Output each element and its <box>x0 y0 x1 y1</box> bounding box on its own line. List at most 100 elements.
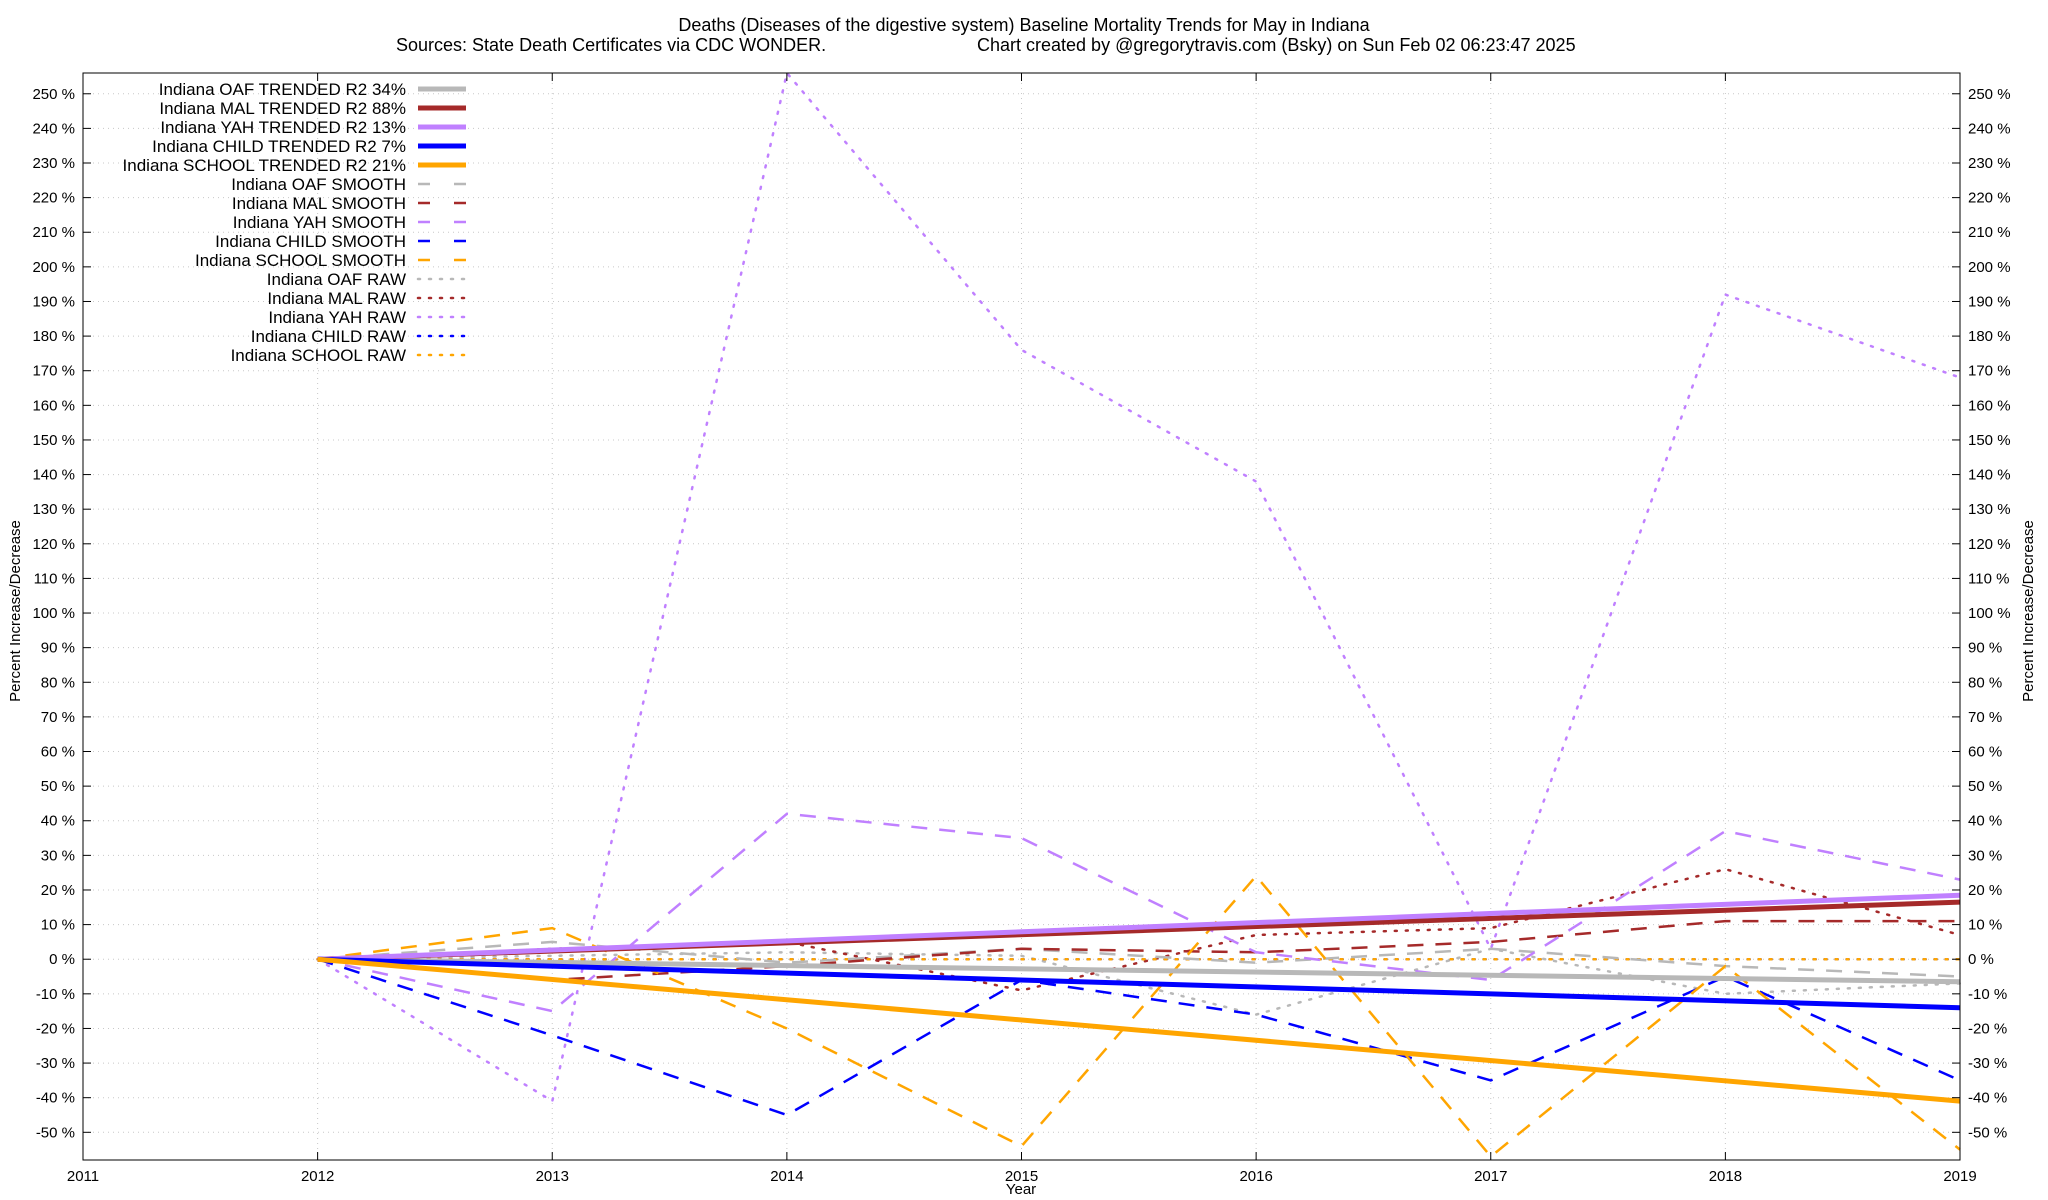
x-tick-label: 2019 <box>1943 1168 1976 1185</box>
x-tick-label: 2015 <box>1005 1168 1038 1185</box>
y-tick-label-left: 50 % <box>41 778 75 795</box>
y-tick-label-left: 140 % <box>32 467 75 484</box>
y-tick-label-left: -40 % <box>36 1090 75 1107</box>
legend-label-2: Indiana YAH TRENDED R2 13% <box>160 118 406 137</box>
y-tick-label-left: 220 % <box>32 190 75 207</box>
axis-ticks: 2011 2012 2013 2014 2015 2016 2017 2018 2019 250 … <box>32 73 2011 1185</box>
y-tick-label-right: 70 % <box>1968 709 2002 726</box>
legend-label-3: Indiana CHILD TRENDED R2 7% <box>152 137 406 156</box>
y-tick-label-right: 30 % <box>1968 847 2002 864</box>
series-line-5 <box>317 940 1961 978</box>
y-axis-label-right: Percent Increase/Decrease <box>2020 520 2037 702</box>
legend-label-12: Indiana YAH RAW <box>268 308 406 327</box>
y-tick-label-right: 220 % <box>1968 190 2011 207</box>
y-tick-label-right: -20 % <box>1968 1020 2007 1037</box>
y-tick-label-left: 10 % <box>41 917 75 934</box>
chart-subtitle-sources: Sources: State Death Certificates via CD… <box>396 35 826 55</box>
y-tick-label-left: 150 % <box>32 432 75 449</box>
y-tick-label-right: 240 % <box>1968 120 2011 137</box>
y-tick-label-right: 170 % <box>1968 363 2011 380</box>
x-tick-label: 2018 <box>1709 1168 1742 1185</box>
y-tick-label-left: 170 % <box>32 363 75 380</box>
x-tick-label: 2017 <box>1474 1168 1507 1185</box>
legend-label-11: Indiana MAL RAW <box>267 289 406 308</box>
y-tick-label-left: 250 % <box>32 86 75 103</box>
y-tick-label-left: 20 % <box>41 882 75 899</box>
y-tick-label-left: 80 % <box>41 674 75 691</box>
series-layer <box>316 70 1962 1159</box>
y-tick-label-right: 140 % <box>1968 467 2011 484</box>
y-tick-label-left: -20 % <box>36 1020 75 1037</box>
chart-subtitle-credit: Chart created by @gregorytravis.com (Bsk… <box>977 35 1576 55</box>
y-tick-label-left: -50 % <box>36 1124 75 1141</box>
y-tick-label-left: 90 % <box>41 640 75 657</box>
y-tick-label-right: 110 % <box>1968 570 2009 587</box>
y-tick-label-left: 230 % <box>32 155 75 172</box>
y-tick-label-right: 230 % <box>1968 155 2011 172</box>
series-line-9 <box>317 874 1961 1159</box>
y-tick-label-left: 70 % <box>41 709 75 726</box>
y-tick-label-right: -10 % <box>1968 986 2007 1003</box>
y-tick-label-left: 210 % <box>32 224 75 241</box>
y-tick-label-left: 160 % <box>32 397 75 414</box>
legend-label-4: Indiana SCHOOL TRENDED R2 21% <box>123 156 406 175</box>
y-tick-label-right: 120 % <box>1968 536 2011 553</box>
y-tick-label-right: 100 % <box>1968 605 2011 622</box>
y-tick-label-left: 100 % <box>32 605 75 622</box>
y-tick-label-left: -10 % <box>36 986 75 1003</box>
y-tick-label-right: 180 % <box>1968 328 2011 345</box>
x-tick-label: 2011 <box>67 1168 99 1185</box>
series-line-0 <box>317 956 1961 985</box>
y-tick-label-left: -30 % <box>36 1055 75 1072</box>
y-tick-label-right: 150 % <box>1968 432 2011 449</box>
y-axis-label-left: Percent Increase/Decrease <box>7 520 24 702</box>
y-tick-label-right: 60 % <box>1968 744 2002 761</box>
y-tick-label-right: 190 % <box>1968 293 2011 310</box>
y-tick-label-right: 10 % <box>1968 917 2002 934</box>
y-tick-label-right: 160 % <box>1968 397 2011 414</box>
x-tick-label: 2013 <box>536 1168 569 1185</box>
legend: Indiana OAF TRENDED R2 34%Indiana MAL TR… <box>123 80 468 365</box>
series-line-6 <box>317 919 1960 982</box>
y-tick-label-right: 40 % <box>1968 813 2002 830</box>
y-tick-label-right: 0 % <box>1968 951 1994 968</box>
y-tick-label-left: 200 % <box>32 259 75 276</box>
x-tick-label: 2016 <box>1239 1168 1272 1185</box>
y-tick-label-right: 130 % <box>1968 501 2011 518</box>
legend-label-10: Indiana OAF RAW <box>267 270 406 289</box>
legend-label-14: Indiana SCHOOL RAW <box>231 346 406 365</box>
series-line-12 <box>316 70 1962 1104</box>
y-tick-label-right: -40 % <box>1968 1090 2007 1107</box>
y-tick-label-right: 50 % <box>1968 778 2002 795</box>
legend-label-1: Indiana MAL TRENDED R2 88% <box>159 99 406 118</box>
chart-title: Deaths (Diseases of the digestive system… <box>678 15 1370 35</box>
y-tick-label-right: 90 % <box>1968 640 2002 657</box>
series-line-7 <box>317 812 1961 1013</box>
y-tick-label-left: 190 % <box>32 293 75 310</box>
legend-label-6: Indiana MAL SMOOTH <box>232 194 406 213</box>
y-tick-label-right: 20 % <box>1968 882 2002 899</box>
y-tick-label-left: 130 % <box>32 501 75 518</box>
legend-label-7: Indiana YAH SMOOTH <box>233 213 406 232</box>
x-tick-label: 2014 <box>770 1168 803 1185</box>
y-tick-label-left: 60 % <box>41 744 75 761</box>
series-line-3 <box>317 956 1961 1011</box>
y-tick-label-left: 240 % <box>32 120 75 137</box>
y-tick-label-right: 250 % <box>1968 86 2011 103</box>
legend-label-9: Indiana SCHOOL SMOOTH <box>195 251 406 270</box>
x-axis-label: Year <box>1006 1181 1036 1198</box>
y-tick-label-right: 210 % <box>1968 224 2011 241</box>
legend-label-5: Indiana OAF SMOOTH <box>231 175 406 194</box>
legend-label-8: Indiana CHILD SMOOTH <box>215 232 406 251</box>
y-tick-label-left: 40 % <box>41 813 75 830</box>
y-tick-label-right: 200 % <box>1968 259 2011 276</box>
legend-label-13: Indiana CHILD RAW <box>251 327 406 346</box>
y-tick-label-right: -50 % <box>1968 1124 2007 1141</box>
y-tick-label-left: 110 % <box>34 570 75 587</box>
y-tick-label-left: 120 % <box>32 536 75 553</box>
y-tick-label-left: 0 % <box>49 951 75 968</box>
y-tick-label-right: 80 % <box>1968 674 2002 691</box>
series-line-8 <box>317 958 1961 1117</box>
series-line-4 <box>317 956 1961 1104</box>
